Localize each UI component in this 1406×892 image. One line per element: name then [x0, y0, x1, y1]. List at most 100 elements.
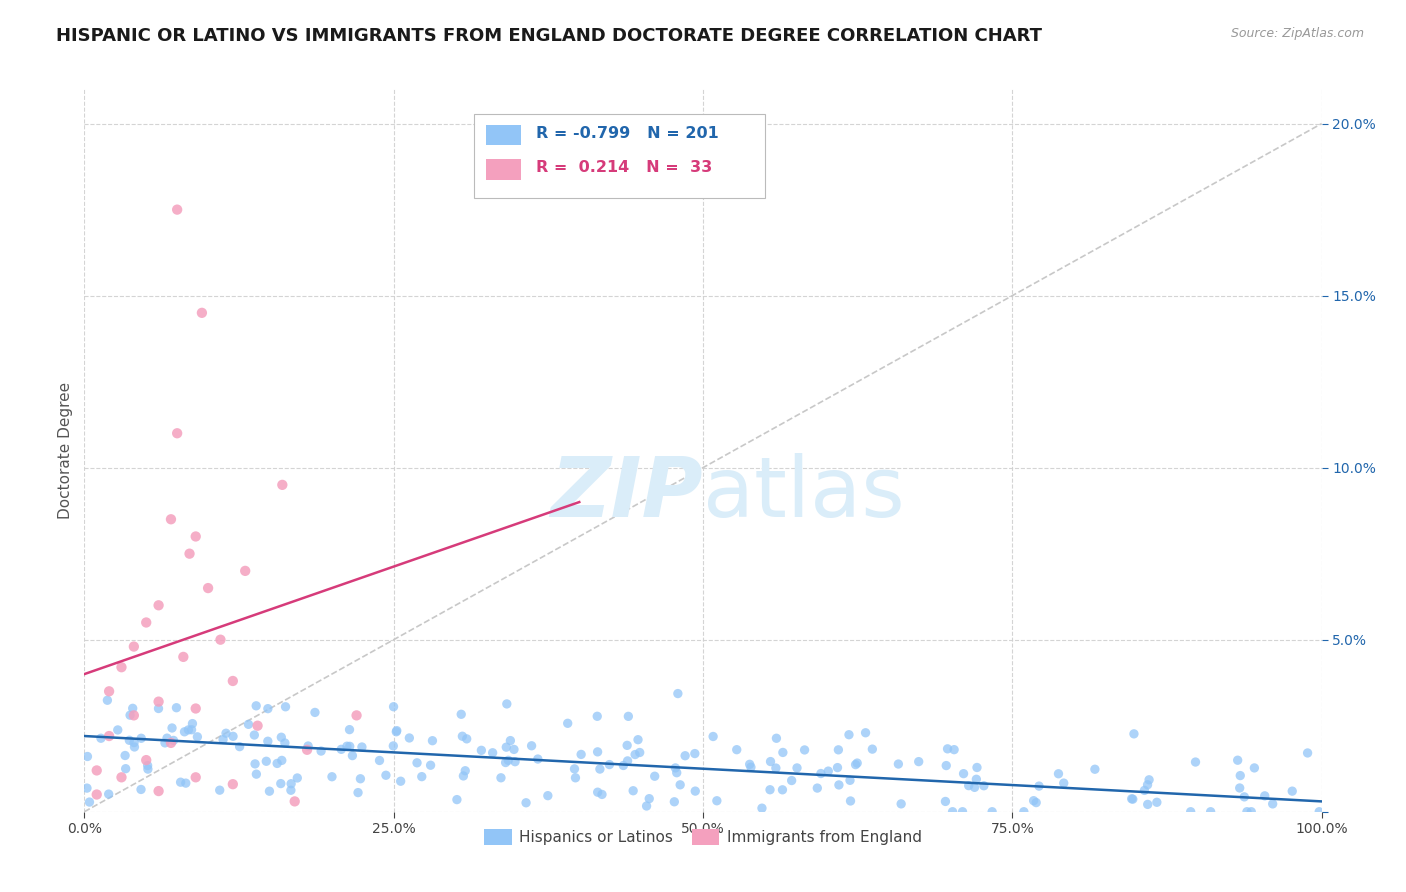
- Point: [259, 784, 281, 798]
- Point: [385, 723, 408, 738]
- Point: [952, 805, 974, 819]
- Point: [470, 743, 492, 757]
- Point: [665, 765, 688, 780]
- Point: [124, 739, 146, 754]
- Point: [527, 752, 550, 766]
- Point: [184, 701, 207, 715]
- Point: [1199, 805, 1222, 819]
- Point: [129, 731, 152, 746]
- Text: R =  0.214   N =  33: R = 0.214 N = 33: [536, 161, 713, 176]
- Point: [304, 706, 326, 720]
- Point: [86, 764, 108, 778]
- Point: [406, 756, 429, 770]
- Point: [1254, 789, 1277, 803]
- Point: [246, 719, 269, 733]
- Point: [887, 757, 910, 772]
- Point: [160, 736, 183, 750]
- Point: [780, 773, 803, 788]
- Point: [564, 771, 586, 785]
- Point: [450, 707, 472, 722]
- Point: [79, 795, 101, 809]
- Point: [890, 797, 912, 811]
- Point: [495, 756, 517, 770]
- Point: [446, 792, 468, 806]
- Point: [935, 758, 957, 772]
- Point: [765, 761, 787, 775]
- Point: [174, 776, 197, 790]
- Point: [243, 728, 266, 742]
- Point: [114, 762, 136, 776]
- Point: [349, 772, 371, 786]
- Point: [346, 708, 368, 723]
- Point: [122, 735, 145, 749]
- Point: [184, 529, 207, 543]
- Point: [827, 761, 849, 775]
- Point: [456, 731, 478, 746]
- Point: [243, 756, 266, 771]
- Point: [212, 732, 235, 747]
- Point: [86, 788, 108, 802]
- Point: [503, 742, 526, 756]
- Point: [636, 799, 658, 814]
- Point: [411, 770, 433, 784]
- Legend: Hispanics or Latinos, Immigrants from England: Hispanics or Latinos, Immigrants from En…: [478, 822, 928, 851]
- Point: [114, 748, 136, 763]
- Point: [664, 761, 686, 775]
- Point: [245, 698, 267, 713]
- Point: [751, 801, 773, 815]
- Point: [591, 788, 613, 802]
- Point: [740, 760, 762, 774]
- Point: [98, 684, 121, 698]
- Point: [107, 723, 129, 737]
- Text: Source: ZipAtlas.com: Source: ZipAtlas.com: [1230, 27, 1364, 40]
- Point: [981, 805, 1004, 819]
- Point: [846, 756, 869, 770]
- Point: [628, 746, 651, 760]
- Point: [957, 779, 980, 793]
- Point: [166, 202, 188, 217]
- Point: [222, 673, 245, 688]
- Point: [1281, 784, 1303, 798]
- Text: atlas: atlas: [703, 453, 904, 534]
- Point: [827, 743, 849, 757]
- Point: [683, 784, 706, 798]
- Point: [564, 762, 586, 776]
- Point: [96, 693, 118, 707]
- Point: [419, 758, 441, 772]
- Point: [936, 742, 959, 756]
- Point: [156, 731, 179, 746]
- Point: [179, 547, 201, 561]
- Point: [1180, 805, 1202, 819]
- Point: [1022, 794, 1045, 808]
- Point: [97, 787, 120, 801]
- Point: [245, 767, 267, 781]
- Point: [638, 791, 661, 805]
- Point: [197, 581, 219, 595]
- Point: [274, 699, 297, 714]
- Point: [772, 782, 794, 797]
- Point: [586, 745, 609, 759]
- Point: [451, 729, 474, 743]
- Point: [385, 724, 408, 739]
- Point: [759, 755, 782, 769]
- Text: ZIP: ZIP: [550, 453, 703, 534]
- Point: [952, 766, 974, 780]
- Point: [135, 753, 157, 767]
- Point: [706, 794, 728, 808]
- Point: [153, 736, 176, 750]
- Point: [339, 739, 361, 754]
- Point: [1053, 776, 1076, 790]
- Point: [118, 733, 141, 747]
- Point: [98, 729, 121, 743]
- Point: [347, 786, 370, 800]
- Point: [965, 772, 987, 787]
- Point: [165, 700, 187, 714]
- Point: [759, 782, 782, 797]
- Point: [110, 660, 132, 674]
- Point: [222, 729, 245, 743]
- Point: [669, 778, 692, 792]
- Point: [257, 701, 280, 715]
- Point: [374, 768, 396, 782]
- Point: [1122, 792, 1144, 806]
- Point: [966, 760, 988, 774]
